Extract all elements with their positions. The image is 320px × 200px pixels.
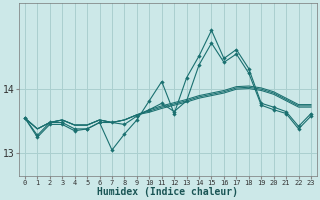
- X-axis label: Humidex (Indice chaleur): Humidex (Indice chaleur): [98, 187, 238, 197]
